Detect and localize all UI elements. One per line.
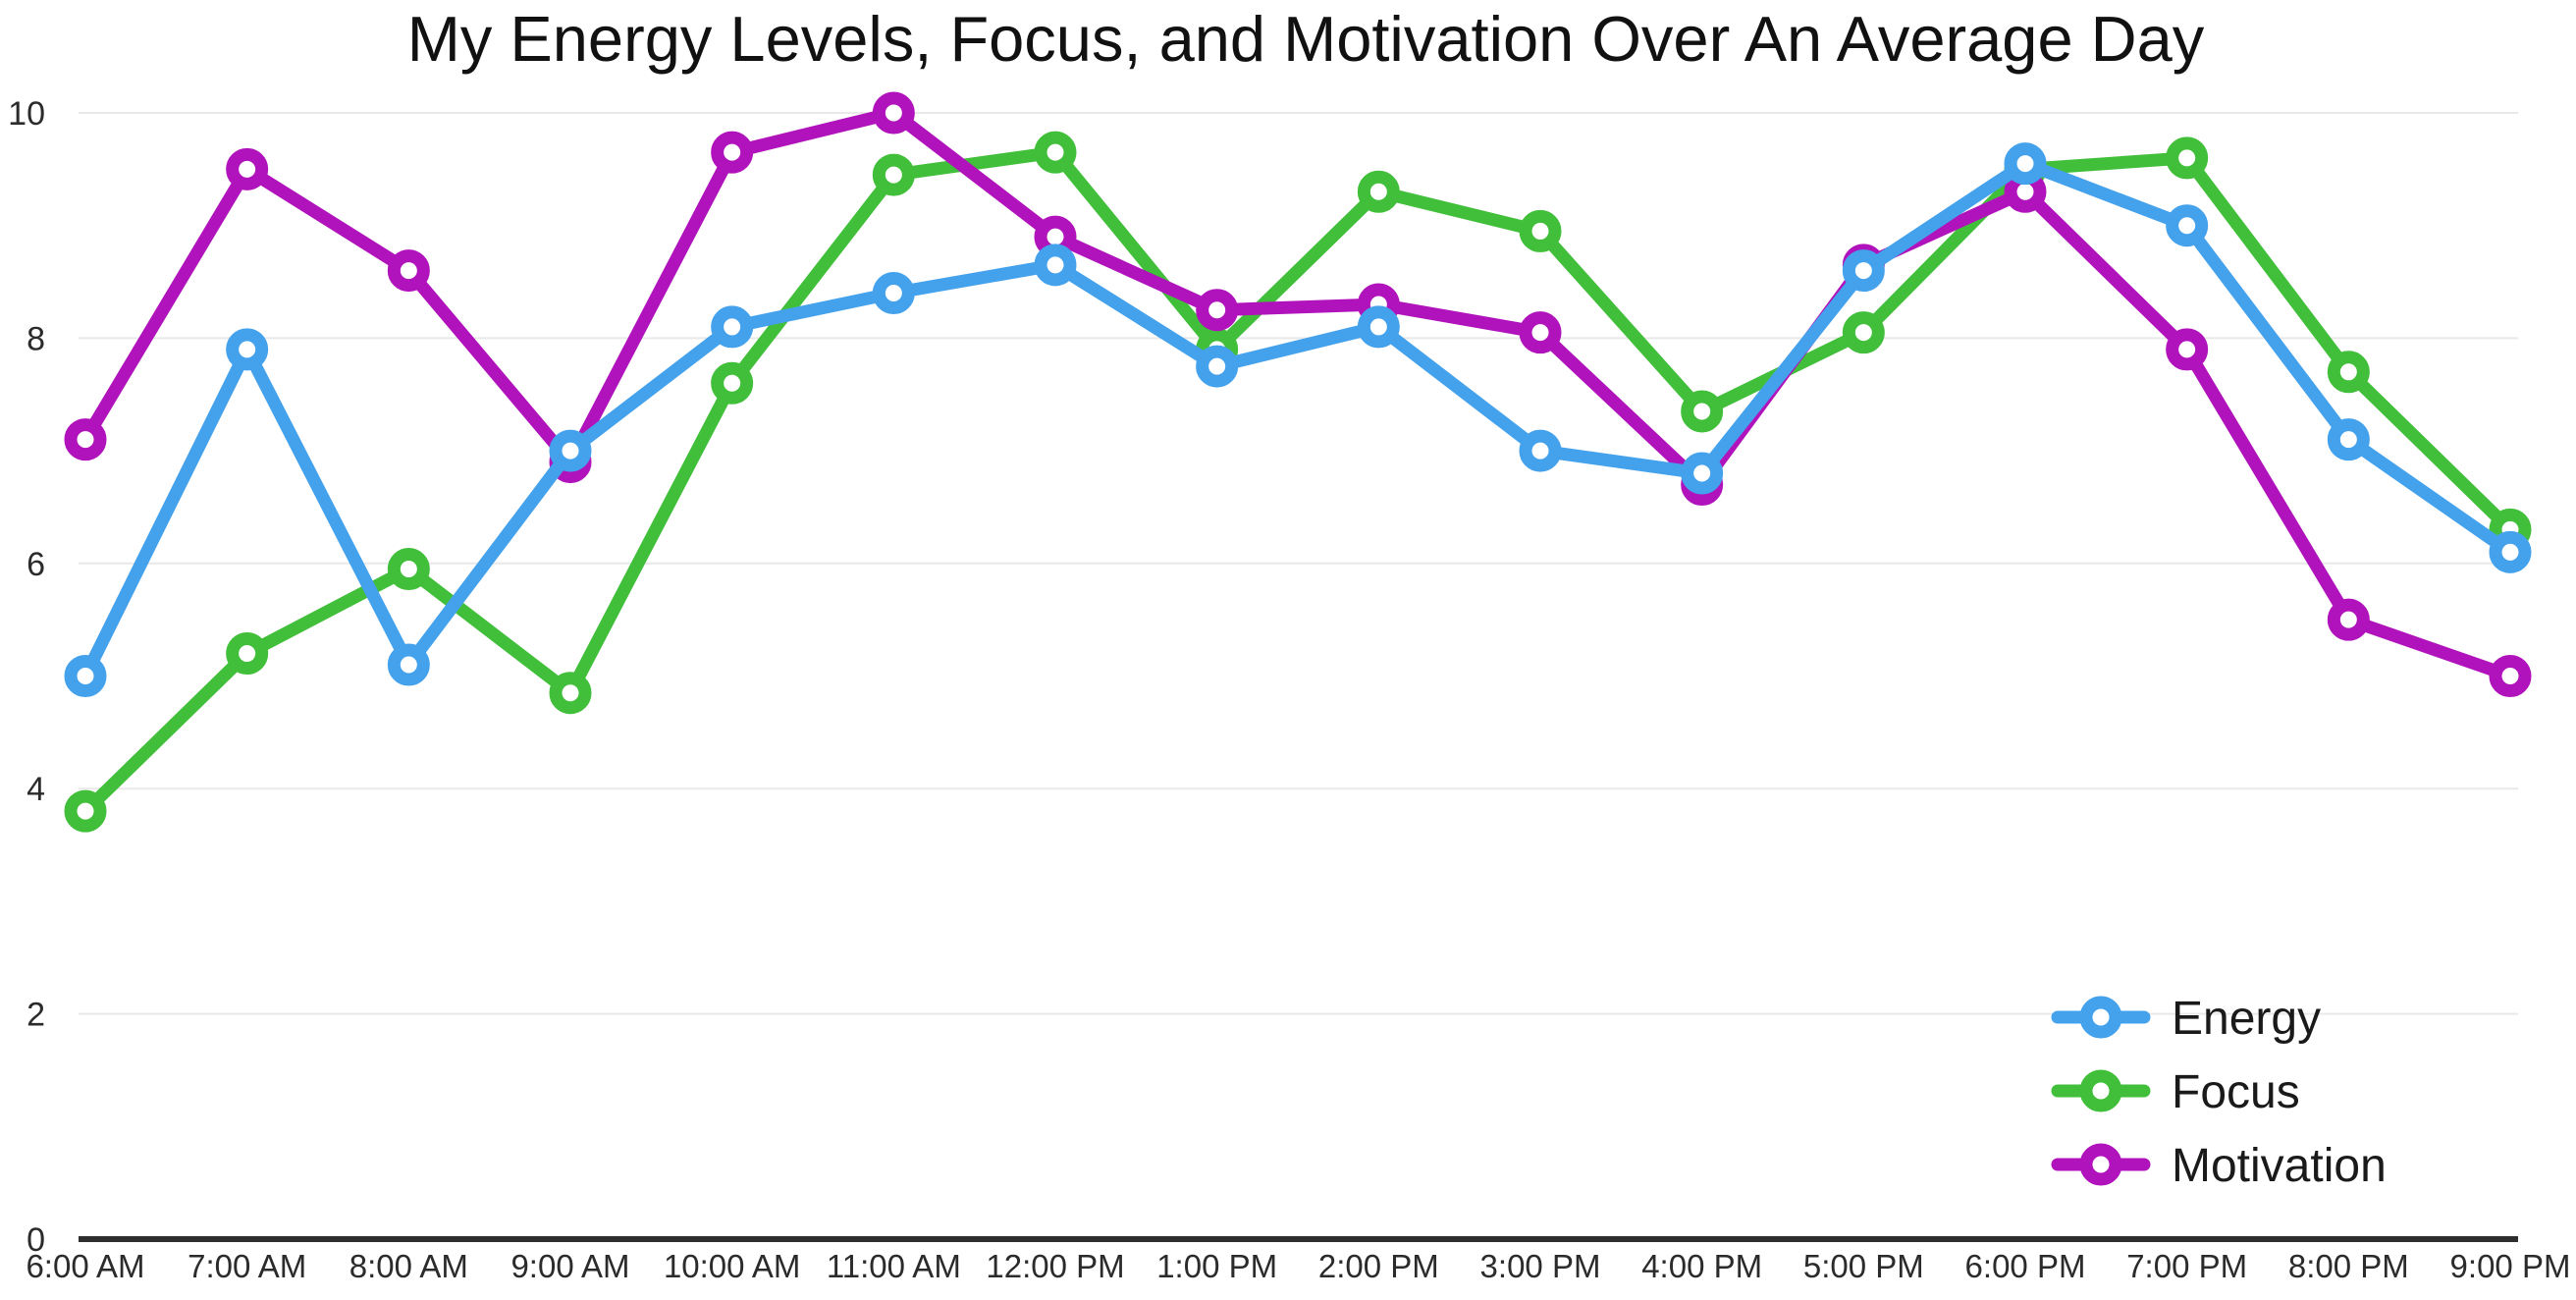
data-point-motivation [872,91,915,135]
data-point-motivation [64,418,107,461]
legend-marker-motivation-icon [2079,1143,2122,1186]
series-line-energy [79,157,2517,682]
x-axis-label: 1:00 PM [1156,1248,1277,1284]
legend-marker-focus-icon [2079,1069,2122,1112]
x-axis-label: 9:00 PM [2450,1248,2571,1284]
data-point-energy [2166,204,2209,247]
x-axis-label: 10:00 AM [664,1248,800,1284]
data-point-focus [387,548,430,591]
series-line-focus [79,145,2517,818]
data-point-focus [2166,136,2209,180]
x-axis-label: 7:00 PM [2126,1248,2247,1284]
data-point-focus [64,789,107,833]
data-point-motivation [2489,655,2532,697]
data-point-energy [2489,530,2532,573]
x-axis-label: 2:00 PM [1318,1248,1439,1284]
series-line-motivation [79,106,2517,682]
data-point-energy [226,328,269,371]
data-point-motivation [2166,328,2209,371]
y-axis-label: 2 [27,997,45,1034]
x-axis-label: 6:00 PM [1965,1248,2086,1284]
data-point-energy [2327,418,2370,461]
x-axis-label: 5:00 PM [1803,1248,1924,1284]
y-axis-label: 4 [27,771,45,808]
data-point-focus [226,632,269,676]
y-axis-label: 10 [8,95,45,133]
x-axis-label: 6:00 AM [26,1248,144,1284]
x-axis-label: 11:00 AM [827,1248,961,1284]
data-point-focus [549,672,592,715]
data-point-energy [1681,452,1724,495]
legend-label-motivation: Motivation [2172,1140,2387,1192]
data-point-energy [387,643,430,686]
y-axis-label: 0 [27,1221,45,1259]
x-axis-label: 8:00 PM [2288,1248,2409,1284]
data-point-focus [1519,209,1562,252]
data-point-energy [1196,345,1239,388]
y-axis-label: 6 [27,546,45,583]
x-axis-label: 9:00 AM [510,1248,629,1284]
data-point-energy [1842,249,1885,293]
data-point-motivation [1519,311,1562,354]
data-point-focus [2327,351,2370,394]
data-point-energy [1034,244,1077,287]
chart-title: My Energy Levels, Focus, and Motivation … [406,3,2205,75]
data-point-focus [1842,311,1885,354]
data-point-energy [1357,305,1400,349]
data-point-motivation [1196,289,1239,332]
data-point-energy [64,655,107,697]
data-point-energy [872,272,915,315]
data-point-energy [711,305,754,349]
data-point-motivation [2327,598,2370,641]
data-point-focus [1357,170,1400,213]
x-axis-label: 4:00 PM [1641,1248,1762,1284]
y-axis-label: 8 [27,320,45,357]
data-point-motivation [226,147,269,190]
x-axis-label: 7:00 AM [188,1248,306,1284]
legend-label-energy: Energy [2172,993,2321,1045]
data-point-focus [1034,131,1077,174]
data-point-motivation [711,131,754,174]
data-point-focus [711,361,754,405]
x-axis-label: 8:00 AM [349,1248,468,1284]
legend-label-focus: Focus [2172,1066,2300,1118]
data-point-energy [2004,142,2047,186]
data-point-motivation [387,249,430,293]
data-point-energy [549,429,592,472]
legend-marker-energy-icon [2079,996,2122,1039]
data-point-energy [1519,429,1562,472]
x-axis-label: 12:00 PM [986,1248,1124,1284]
data-point-focus [1681,390,1724,433]
data-point-focus [872,153,915,196]
x-axis-label: 3:00 PM [1480,1248,1601,1284]
